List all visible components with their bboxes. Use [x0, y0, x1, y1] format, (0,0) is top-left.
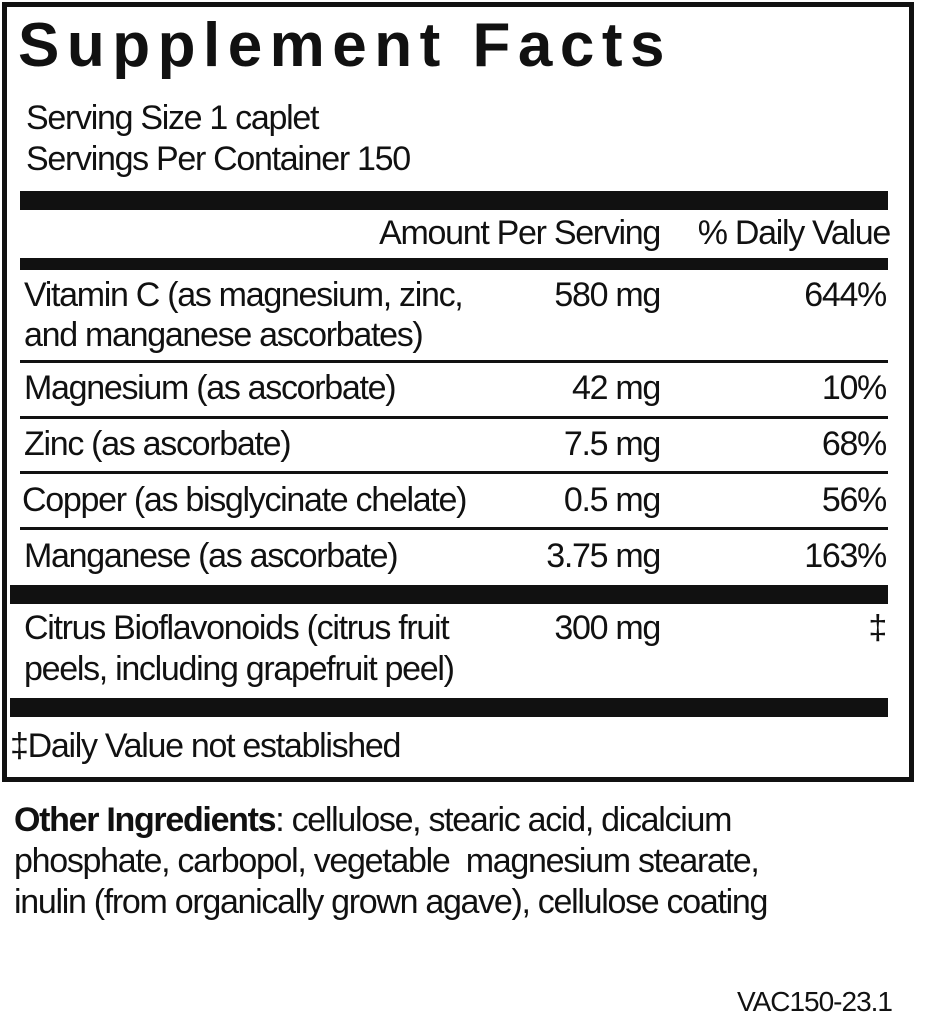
- row-divider: [20, 471, 888, 474]
- nutrient-amount: 0.5 mg: [563, 481, 661, 519]
- nutrient-dv: 56%: [821, 481, 887, 519]
- servings-per-container: Servings Per Container 150: [26, 140, 411, 178]
- nutrient-dv: 68%: [821, 425, 887, 463]
- nutrient-name: Vitamin C (as magnesium, zinc,: [24, 276, 464, 314]
- nutrient-name: Citrus Bioflavonoids (citrus fruit: [24, 609, 450, 647]
- header-daily-value: % Daily Value: [697, 214, 892, 252]
- footnote: ‡Daily Value not established: [10, 727, 401, 765]
- product-code: VAC150-23.1: [736, 986, 893, 1017]
- nutrient-name: Magnesium (as ascorbate): [24, 369, 397, 407]
- nutrient-amount: 580 mg: [554, 276, 661, 314]
- other-ingredients-label: Other Ingredients: [14, 801, 277, 839]
- row-divider: [20, 360, 888, 363]
- nutrient-name: Copper (as bisglycinate chelate): [22, 481, 467, 519]
- thick-divider: [10, 585, 888, 604]
- supplement-facts-panel: [2, 2, 914, 782]
- header-amount: Amount Per Serving: [379, 214, 661, 252]
- thick-divider: [10, 698, 888, 717]
- nutrient-name-cont: peels, including grapefruit peel): [24, 650, 455, 688]
- other-ingredients-line2: phosphate, carbopol, vegetable magnesium…: [14, 842, 760, 880]
- medium-divider: [20, 258, 888, 270]
- nutrient-amount: 300 mg: [554, 609, 661, 647]
- nutrient-dv: 644%: [804, 276, 887, 314]
- serving-size: Serving Size 1 caplet: [26, 99, 319, 137]
- nutrient-dv: 10%: [821, 369, 887, 407]
- row-divider: [20, 416, 888, 419]
- thick-divider: [20, 191, 888, 210]
- nutrient-amount: 42 mg: [572, 369, 661, 407]
- nutrient-dv: 163%: [804, 537, 887, 575]
- nutrient-name: Zinc (as ascorbate): [24, 425, 292, 463]
- nutrient-name-cont: and manganese ascorbates): [24, 316, 424, 354]
- nutrient-name: Manganese (as ascorbate): [24, 537, 399, 575]
- row-divider: [20, 527, 888, 530]
- nutrient-dv: ‡: [868, 609, 887, 647]
- other-ingredients-line3: inulin (from organically grown agave), c…: [14, 883, 768, 921]
- nutrient-amount: 7.5 mg: [563, 425, 661, 463]
- panel-title: Supplement Facts: [18, 11, 672, 80]
- other-ingredients-line1: Other Ingredients: cellulose, stearic ac…: [14, 800, 732, 840]
- other-ingredients-text: : cellulose, stearic acid, dicalcium: [275, 801, 732, 839]
- nutrient-amount: 3.75 mg: [546, 537, 661, 575]
